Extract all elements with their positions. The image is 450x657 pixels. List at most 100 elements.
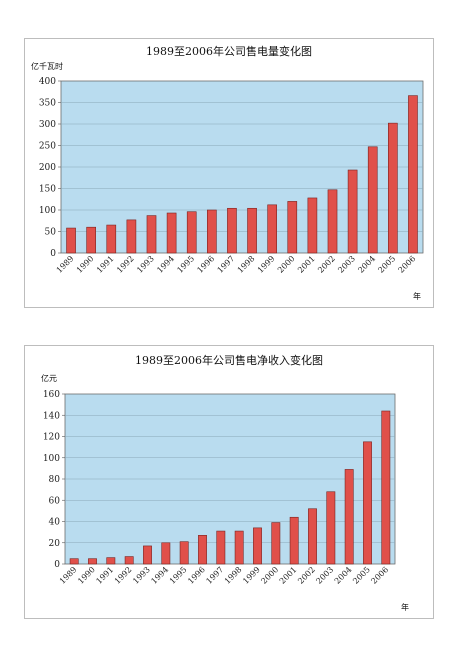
bar-1994 (161, 542, 171, 565)
x-tick-label: 2006 (397, 254, 418, 275)
bar-2004 (344, 469, 354, 565)
x-tick-label: 2000 (259, 565, 280, 586)
bar-2005 (363, 441, 372, 565)
bar-1995 (186, 211, 197, 254)
bar-1996 (207, 209, 217, 254)
bar-2000 (271, 522, 281, 565)
y-tick-label: 250 (39, 142, 56, 152)
x-tick-label: 1992 (113, 565, 134, 586)
x-tick-label: 1995 (168, 565, 189, 586)
y-tick-label: 300 (39, 120, 56, 130)
x-tick-label: 2002 (296, 565, 317, 586)
y-axis-unit: 亿千瓦时 (31, 61, 63, 71)
x-tick-label: 2003 (336, 254, 357, 275)
bar-2000 (287, 201, 298, 254)
y-tick-label: 40 (49, 518, 61, 528)
chart-title: 1989至2006年公司售电净收入变化图 (135, 353, 323, 367)
bar-1999 (253, 527, 262, 565)
chart-title: 1989至2006年公司售电量变化图 (146, 44, 312, 58)
x-tick-label: 1994 (149, 565, 170, 586)
chart-panel-net-revenue: 1989至2006年公司售电净收入变化图 亿元 年 0 20 40 60 80 100 12… (24, 345, 434, 619)
x-tick-label: 1991 (94, 565, 115, 586)
y-tick-label: 200 (39, 163, 56, 173)
y-tick-label: 350 (39, 99, 56, 109)
x-tick-label: 1997 (216, 254, 237, 275)
chart-net-revenue: 1989至2006年公司售电净收入变化图 亿元 年 0 20 40 60 80 100 12… (41, 353, 409, 612)
x-tick-label: 1994 (155, 254, 176, 275)
x-tick-label: 1993 (131, 565, 152, 586)
bar-1989 (69, 558, 79, 565)
x-tick-label: 1999 (241, 565, 262, 586)
bar-1993 (143, 545, 152, 565)
bar-1996 (198, 535, 207, 565)
bar-1998 (247, 207, 257, 254)
x-tick-label: 1999 (256, 254, 277, 275)
bar-2003 (347, 169, 358, 254)
x-tick-label: 1989 (58, 565, 79, 586)
x-tick-label: 1995 (175, 254, 196, 275)
bar-1990 (86, 226, 96, 254)
x-axis-unit: 年 (413, 291, 421, 301)
x-tick-label: 2000 (276, 254, 297, 275)
x-axis-unit: 年 (401, 602, 409, 612)
x-tick-label: 1990 (76, 565, 97, 586)
bar-1993 (146, 215, 157, 254)
x-tick-label: 1998 (223, 565, 244, 586)
x-tick-label: 1996 (186, 565, 207, 586)
bar-2003 (326, 491, 336, 565)
x-tick-label: 2004 (333, 565, 354, 586)
x-tick-label: 1998 (236, 254, 257, 275)
bar-2001 (289, 516, 299, 565)
x-tick-label: 2003 (314, 565, 335, 586)
bar-1994 (166, 212, 177, 254)
x-tick-label: 2002 (316, 254, 337, 275)
x-tick-label: 2006 (369, 565, 390, 586)
x-tick-label: 2004 (356, 254, 377, 275)
y-tick-label: 100 (43, 454, 60, 464)
bar-1997 (227, 207, 237, 254)
bar-2004 (367, 146, 378, 254)
bar-2001 (307, 197, 318, 254)
y-tick-label: 0 (54, 560, 60, 570)
x-tick-label: 1996 (195, 254, 216, 275)
y-axis-unit: 亿元 (41, 373, 57, 383)
bar-1997 (216, 530, 226, 565)
y-tick-label: 0 (50, 249, 56, 259)
x-tick-label: 2001 (278, 565, 299, 586)
bar-2006 (381, 410, 391, 565)
bar-1992 (126, 219, 137, 254)
x-tick-label: 1989 (55, 254, 76, 275)
y-tick-label: 50 (45, 228, 57, 238)
y-tick-label: 100 (39, 206, 56, 216)
bar-2002 (327, 189, 338, 254)
y-tick-label: 80 (49, 475, 61, 485)
y-tick-label: 150 (39, 185, 56, 195)
x-tick-label: 2005 (351, 565, 372, 586)
bar-2005 (388, 122, 398, 254)
x-tick-label: 2001 (296, 254, 317, 275)
y-tick-label: 120 (43, 433, 60, 443)
y-tick-label: 20 (49, 539, 61, 549)
bar-1998 (234, 530, 244, 565)
y-tick-label: 60 (49, 496, 61, 506)
chart-electricity-sales: 1989至2006年公司售电量变化图 亿千瓦时 年 0 50 100 150 200 25… (31, 44, 424, 301)
y-tick-label: 400 (39, 77, 56, 87)
bar-1999 (267, 204, 277, 254)
x-tick-label: 1991 (95, 254, 116, 275)
bar-1991 (106, 557, 116, 565)
y-tick-label: 140 (43, 411, 60, 421)
bar-2006 (408, 95, 418, 254)
x-tick-label: 1990 (75, 254, 96, 275)
bar-1990 (88, 558, 97, 565)
bar-2002 (308, 508, 317, 565)
x-tick-label: 1997 (204, 565, 225, 586)
bar-1992 (124, 556, 134, 565)
x-tick-label: 2005 (376, 254, 397, 275)
bar-1989 (66, 227, 76, 254)
x-tick-label: 1992 (115, 254, 136, 275)
bar-1991 (106, 224, 117, 254)
chart-panel-electricity-sales: 1989至2006年公司售电量变化图 亿千瓦时 年 0 50 100 150 200 25… (24, 38, 434, 308)
bar-1995 (179, 541, 189, 565)
y-tick-label: 160 (43, 390, 60, 400)
x-tick-label: 1993 (135, 254, 156, 275)
